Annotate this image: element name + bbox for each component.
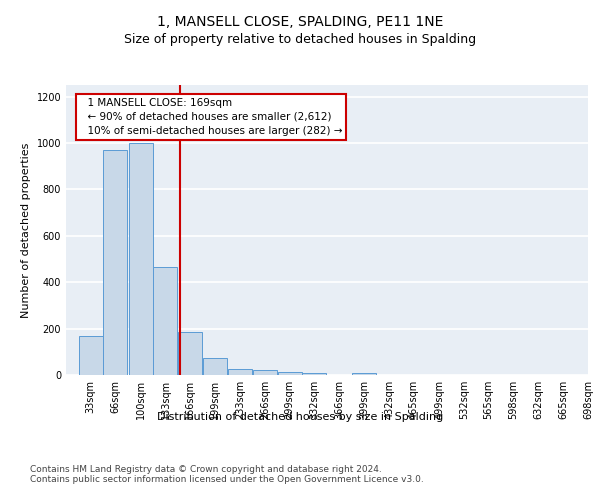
Bar <box>278 372 302 375</box>
Text: 1 MANSELL CLOSE: 169sqm
  ← 90% of detached houses are smaller (2,612)
  10% of : 1 MANSELL CLOSE: 169sqm ← 90% of detache… <box>80 98 342 136</box>
Bar <box>103 150 127 375</box>
Bar <box>154 267 178 375</box>
Bar <box>352 372 376 375</box>
Y-axis label: Number of detached properties: Number of detached properties <box>21 142 31 318</box>
Text: Contains HM Land Registry data © Crown copyright and database right 2024.
Contai: Contains HM Land Registry data © Crown c… <box>30 465 424 484</box>
Bar <box>253 370 277 375</box>
Bar <box>79 336 103 375</box>
Bar <box>302 372 326 375</box>
Bar <box>178 332 202 375</box>
Text: Distribution of detached houses by size in Spalding: Distribution of detached houses by size … <box>157 412 443 422</box>
Bar <box>129 143 153 375</box>
Bar <box>203 358 227 375</box>
Bar <box>228 369 252 375</box>
Text: 1, MANSELL CLOSE, SPALDING, PE11 1NE: 1, MANSELL CLOSE, SPALDING, PE11 1NE <box>157 15 443 29</box>
Text: Size of property relative to detached houses in Spalding: Size of property relative to detached ho… <box>124 32 476 46</box>
